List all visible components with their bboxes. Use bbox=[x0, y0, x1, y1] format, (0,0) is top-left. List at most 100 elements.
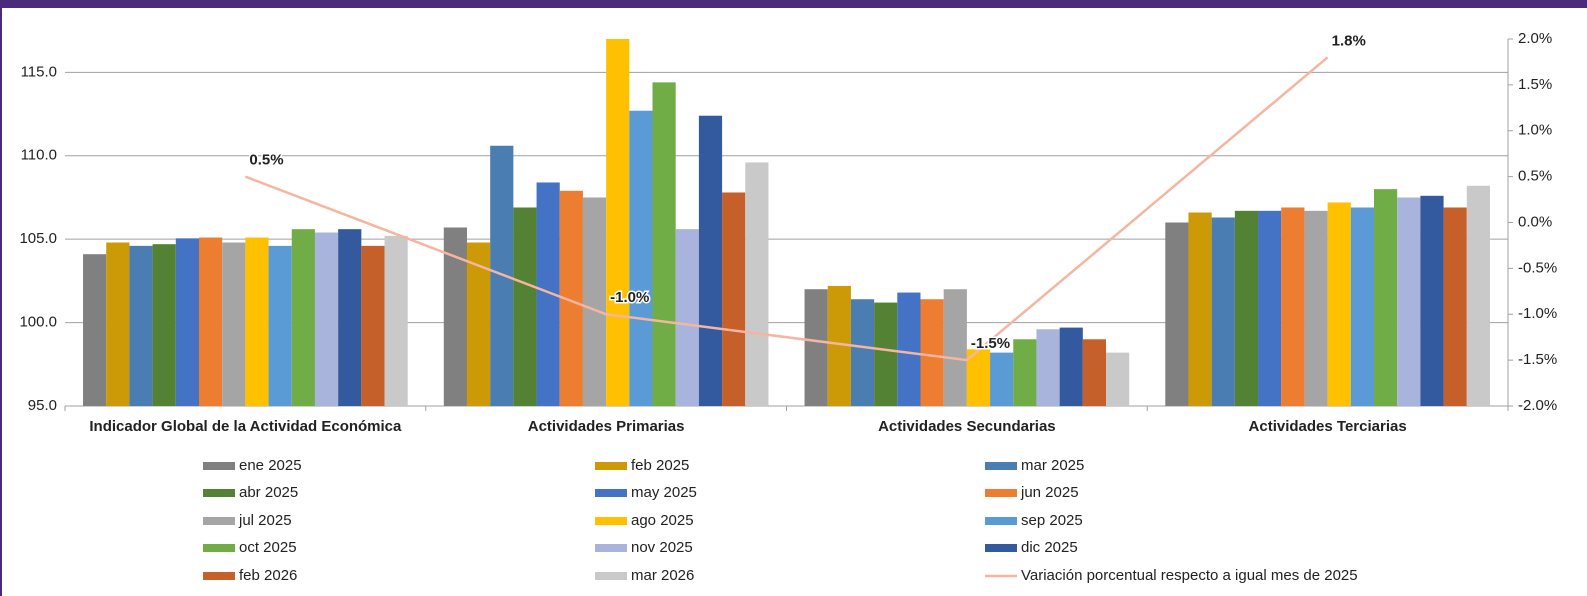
bar bbox=[1165, 222, 1189, 406]
bar bbox=[1350, 207, 1375, 406]
bar bbox=[675, 229, 699, 406]
legend-label: ago 2025 bbox=[631, 512, 694, 529]
bar bbox=[850, 299, 875, 406]
y-tick-label: 105.0 bbox=[19, 230, 57, 247]
bar bbox=[943, 289, 967, 406]
legend-label: oct 2025 bbox=[239, 539, 297, 556]
bar bbox=[222, 242, 246, 406]
bar bbox=[83, 254, 107, 406]
bar bbox=[1106, 352, 1130, 406]
bar bbox=[245, 237, 269, 406]
y2-tick-label: -1.0% bbox=[1518, 305, 1557, 322]
legend-label: Variación porcentual respecto a igual me… bbox=[1021, 567, 1358, 584]
legend-swatch bbox=[203, 544, 235, 552]
y2-tick-label: -0.5% bbox=[1518, 259, 1557, 276]
bar bbox=[1258, 210, 1282, 406]
bar bbox=[1420, 195, 1444, 406]
bar bbox=[722, 192, 746, 406]
bar bbox=[536, 182, 560, 406]
y-tick-label: 100.0 bbox=[19, 314, 57, 331]
y2-tick-label: 0.5% bbox=[1518, 168, 1552, 185]
y2-tick-label: 1.0% bbox=[1518, 122, 1552, 139]
bar bbox=[268, 245, 292, 406]
bar bbox=[1466, 185, 1490, 406]
bar bbox=[1036, 329, 1060, 406]
legend-swatch bbox=[595, 544, 627, 552]
y2-tick-label: 1.5% bbox=[1518, 76, 1552, 93]
legend-swatch bbox=[985, 489, 1017, 497]
bar bbox=[338, 229, 362, 406]
legend-swatch bbox=[595, 489, 627, 497]
data-label: -1.0% bbox=[610, 289, 649, 306]
header-band bbox=[0, 0, 1587, 8]
legend-label: nov 2025 bbox=[631, 539, 693, 556]
bar bbox=[443, 227, 467, 406]
bar bbox=[804, 289, 828, 406]
bar bbox=[1374, 189, 1398, 406]
bar bbox=[1397, 197, 1421, 406]
legend-label: feb 2026 bbox=[239, 567, 297, 584]
bar bbox=[175, 238, 199, 406]
x-tick-label: Actividades Secundarias bbox=[878, 418, 1056, 435]
bar bbox=[1281, 207, 1305, 406]
bar bbox=[897, 292, 921, 406]
bar bbox=[513, 207, 537, 406]
bar bbox=[384, 235, 408, 406]
bar bbox=[582, 197, 607, 406]
bar bbox=[1211, 217, 1235, 406]
y2-tick-label: -1.5% bbox=[1518, 351, 1557, 368]
bar bbox=[129, 245, 153, 406]
bar bbox=[1082, 339, 1107, 406]
bar bbox=[1188, 212, 1212, 406]
legend-swatch bbox=[203, 572, 235, 580]
legend-label: feb 2025 bbox=[631, 457, 689, 474]
legend-swatch bbox=[595, 462, 627, 470]
bar bbox=[291, 229, 315, 406]
legend-swatch bbox=[595, 517, 627, 525]
data-label: -1.5% bbox=[971, 335, 1010, 352]
bar bbox=[466, 242, 491, 406]
line bbox=[244, 56, 1329, 362]
y2-tick-label: 0.0% bbox=[1518, 213, 1552, 230]
x-tick-label: Indicador Global de la Actividad Económi… bbox=[89, 418, 402, 435]
bar bbox=[106, 242, 130, 406]
bar bbox=[827, 285, 851, 406]
legend-label: ene 2025 bbox=[239, 457, 302, 474]
legend-label: sep 2025 bbox=[1021, 512, 1083, 529]
legend-swatch bbox=[985, 462, 1017, 470]
legend-swatch bbox=[985, 544, 1017, 552]
x-tick-label: Actividades Primarias bbox=[528, 418, 685, 435]
bar bbox=[198, 237, 223, 406]
y-tick-label: 115.0 bbox=[21, 63, 57, 80]
legend-swatch bbox=[985, 517, 1017, 525]
bar bbox=[1304, 210, 1328, 406]
y2-tick-label: -2.0% bbox=[1518, 397, 1557, 414]
bar bbox=[1443, 207, 1467, 406]
bar bbox=[606, 39, 630, 406]
bar bbox=[966, 349, 991, 406]
bar bbox=[745, 162, 769, 406]
bar bbox=[1013, 339, 1037, 406]
legend-label: dic 2025 bbox=[1021, 539, 1078, 556]
bar bbox=[990, 352, 1014, 406]
legend-swatch bbox=[595, 572, 627, 580]
bar bbox=[361, 245, 385, 406]
bar bbox=[490, 145, 514, 406]
legend-label: may 2025 bbox=[631, 484, 697, 501]
bar bbox=[629, 110, 653, 407]
bar bbox=[314, 232, 339, 406]
bar bbox=[1059, 327, 1083, 406]
legend-swatch bbox=[203, 489, 235, 497]
y-tick-label: 110.0 bbox=[21, 147, 57, 164]
legend-swatch bbox=[203, 517, 235, 525]
bar bbox=[1327, 202, 1351, 406]
frame-border bbox=[0, 0, 2, 596]
bar bbox=[152, 244, 176, 406]
data-label: 0.5% bbox=[249, 152, 283, 169]
bar bbox=[698, 115, 723, 407]
y2-tick-label: 2.0% bbox=[1518, 30, 1552, 47]
legend-label: mar 2026 bbox=[631, 567, 694, 584]
x-tick-label: Actividades Terciarias bbox=[1249, 418, 1407, 435]
